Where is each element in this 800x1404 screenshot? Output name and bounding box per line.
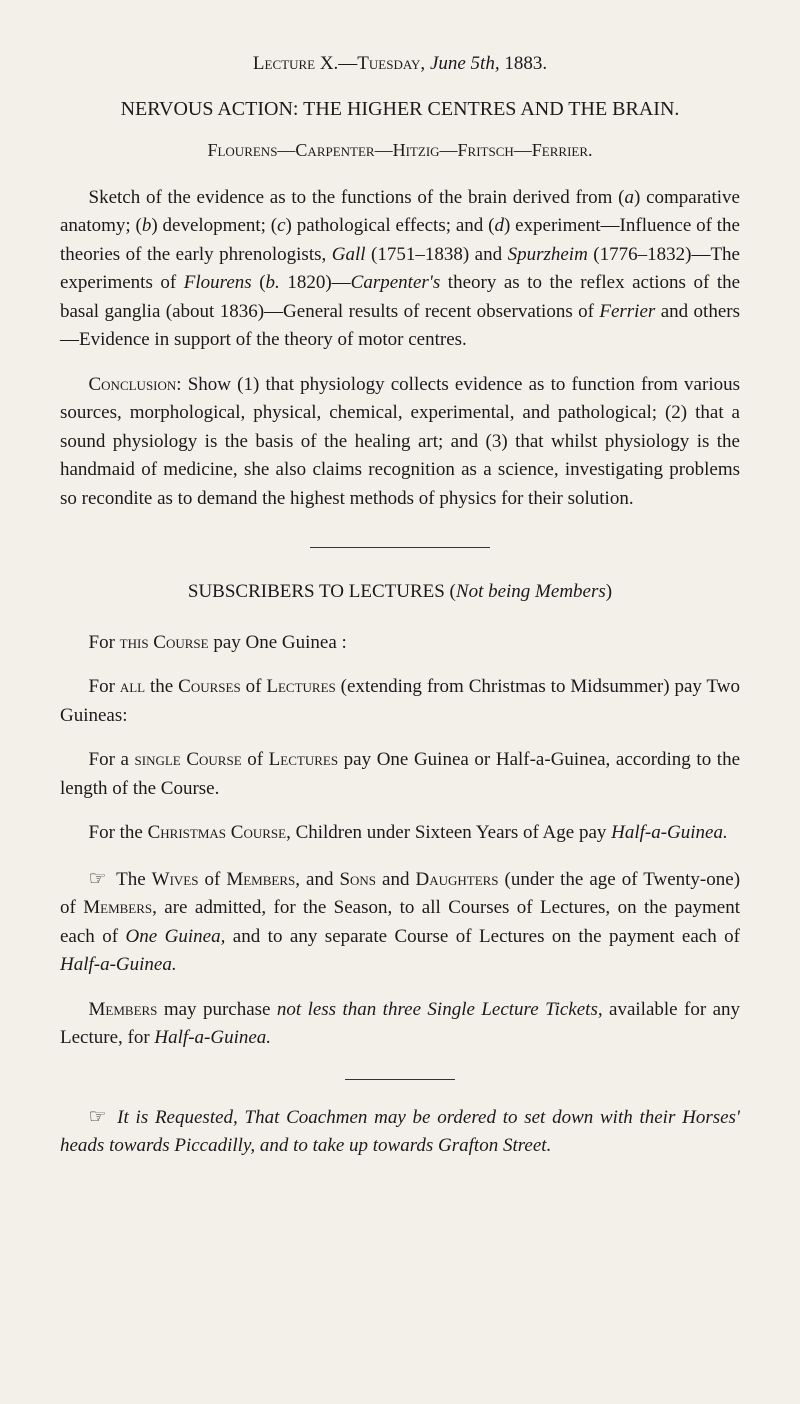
main-title: NERVOUS ACTION: THE HIGHER CENTRES AND T… <box>60 95 740 123</box>
para-coachmen: ☞ It is Requested, That Coachmen may be … <box>60 1102 740 1161</box>
paragraph-conclusion: Conclusion: Show (1) that physiology col… <box>60 371 740 514</box>
para-all-courses: For all the Courses of Lectures (extendi… <box>60 673 740 730</box>
para-this-course: For this Course pay One Guinea : <box>60 629 740 658</box>
subscribers-title: SUBSCRIBERS TO LECTURES (Not being Membe… <box>60 578 740 607</box>
names-line: Flourens—Carpenter—Hitzig—Fritsch—Ferrie… <box>60 137 740 164</box>
lecture-header: Lecture X.—Tuesday, June 5th, 1883. <box>60 50 740 79</box>
para-christmas-course: For the Christmas Course, Children under… <box>60 819 740 848</box>
para-members-purchase: Members may purchase not less than three… <box>60 996 740 1053</box>
lecture-year: 1883. <box>500 53 548 74</box>
lecture-day: —Tuesday, <box>338 53 425 74</box>
small-divider <box>345 1079 455 1080</box>
pointer-icon: ☞ <box>89 868 107 890</box>
paragraph-sketch: Sketch of the evidence as to the functio… <box>60 184 740 355</box>
para-single-course: For a single Course of Lectures pay One … <box>60 746 740 803</box>
lecture-date: June 5th, <box>430 53 500 74</box>
para-wives-members: ☞ The Wives of Members, and Sons and Dau… <box>60 864 740 980</box>
pointer-icon: ☞ <box>89 1106 107 1128</box>
lecture-number: Lecture X. <box>253 53 338 74</box>
section-divider <box>310 547 490 548</box>
